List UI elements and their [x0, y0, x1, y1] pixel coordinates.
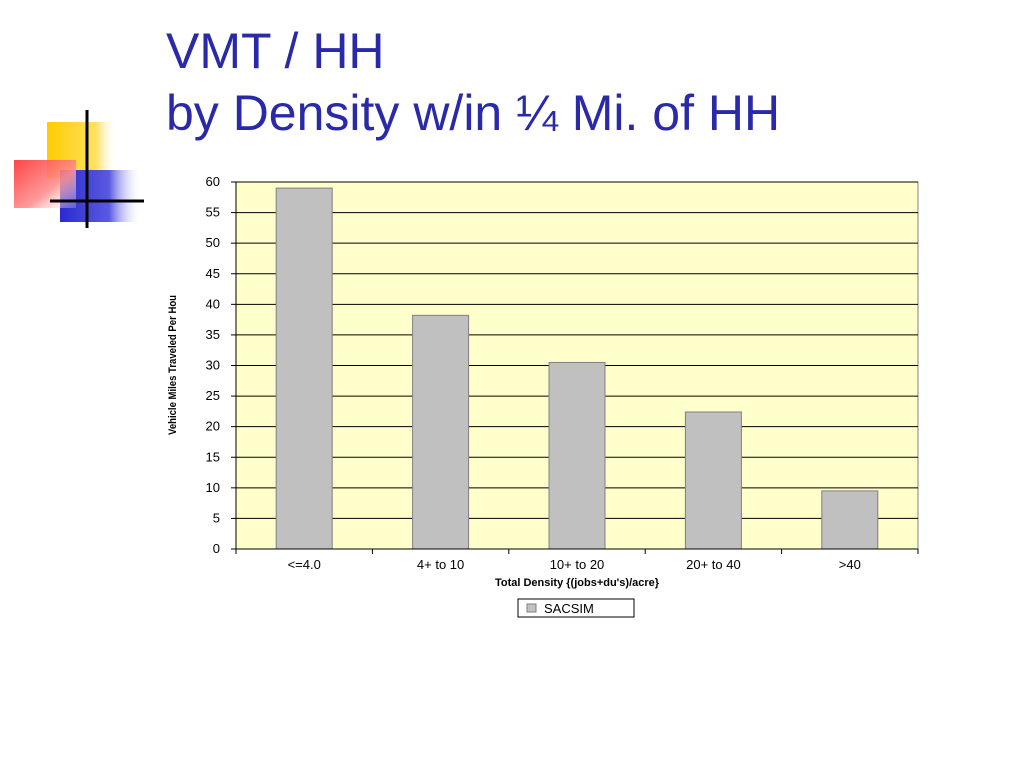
bar-1 [412, 314, 470, 550]
y-tick-label: 35 [206, 327, 220, 342]
y-tick-label: 15 [206, 449, 220, 464]
y-tick-label: 50 [206, 235, 220, 250]
slide-title: VMT / HH by Density w/in ¼ Mi. of HH [166, 20, 780, 144]
x-axis-title: Total Density {(jobs+du's)/acre} [495, 577, 660, 589]
y-tick-label: 40 [206, 296, 220, 311]
y-tick-label: 25 [206, 388, 220, 403]
y-tick-label: 5 [213, 510, 220, 525]
x-tick-label: 4+ to 10 [417, 557, 464, 572]
x-tick-label: >40 [839, 557, 861, 572]
slide-title-line-1: VMT / HH [166, 23, 385, 79]
y-axis-title: Vehicle Miles Traveled Per Hou [167, 295, 179, 435]
x-axis-ticks: <=4.0 4+ to 10 10+ to 20 20+ to 40 >40 [235, 549, 919, 572]
x-tick-label: 10+ to 20 [550, 557, 605, 572]
legend: SACSIM [517, 598, 635, 618]
y-tick-label: 0 [213, 541, 220, 556]
legend-swatch [526, 603, 537, 613]
bar-3 [684, 411, 742, 550]
y-tick-label: 30 [206, 358, 220, 373]
bar-0 [275, 187, 333, 550]
y-tick-label: 45 [206, 266, 220, 281]
y-tick-label: 60 [206, 174, 220, 189]
slide-logo-decoration [14, 110, 144, 228]
slide-title-line-2: by Density w/in ¼ Mi. of HH [166, 85, 781, 141]
bars [275, 187, 879, 550]
legend-box [517, 598, 635, 618]
y-tick-label: 55 [206, 205, 220, 220]
y-axis-ticks: 0 5 10 15 20 25 30 35 40 45 50 55 60 [206, 174, 236, 556]
y-tick-label: 20 [206, 419, 220, 434]
x-tick-label: 20+ to 40 [686, 557, 741, 572]
x-tick-label: <=4.0 [288, 557, 321, 572]
legend-series-name: SACSIM [544, 601, 594, 616]
bar-2 [548, 361, 606, 550]
y-tick-label: 10 [206, 480, 220, 495]
bar-4 [821, 490, 879, 550]
